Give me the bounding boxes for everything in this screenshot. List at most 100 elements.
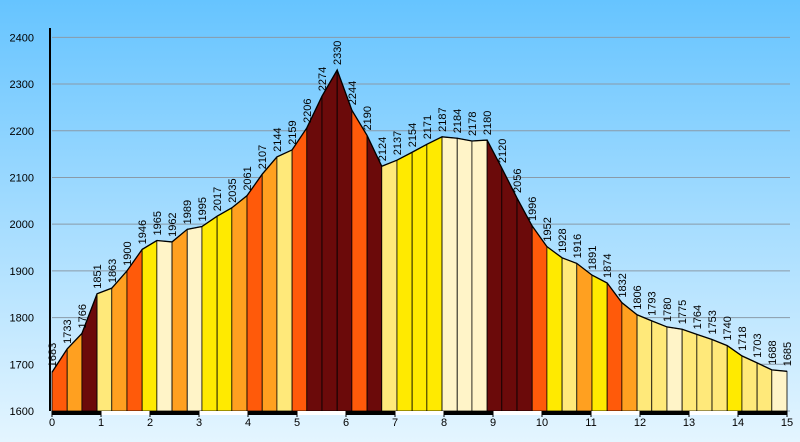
elevation-label: 1995 bbox=[197, 197, 209, 221]
elevation-label: 1989 bbox=[182, 200, 194, 224]
segment bbox=[141, 239, 158, 412]
segment bbox=[411, 143, 428, 412]
segment bbox=[456, 137, 473, 412]
x-tick-label: 13 bbox=[683, 417, 695, 429]
y-tick-label: 1800 bbox=[10, 313, 34, 325]
elevation-label: 2330 bbox=[332, 41, 344, 65]
segment bbox=[186, 226, 203, 412]
profile-line bbox=[51, 68, 788, 373]
segment bbox=[276, 149, 293, 412]
elevation-label: 2274 bbox=[317, 67, 329, 91]
x-tick-label: 7 bbox=[392, 417, 398, 429]
distance-band bbox=[248, 411, 297, 415]
segment bbox=[381, 159, 398, 412]
segment bbox=[441, 136, 458, 412]
elevation-label: 1891 bbox=[587, 246, 599, 270]
elevation-label: 1793 bbox=[647, 291, 659, 315]
segment bbox=[261, 155, 278, 412]
x-tick-label: 12 bbox=[634, 417, 646, 429]
segment bbox=[246, 172, 263, 412]
segment bbox=[696, 333, 713, 412]
distance-band bbox=[52, 411, 101, 415]
elevation-label: 1851 bbox=[92, 264, 104, 288]
elevation-label: 1780 bbox=[662, 297, 674, 321]
elevation-label: 1733 bbox=[62, 319, 74, 343]
elevation-label: 1703 bbox=[752, 333, 764, 357]
segment bbox=[471, 139, 488, 412]
elevation-label: 2107 bbox=[257, 145, 269, 169]
elevation-label: 2137 bbox=[392, 131, 404, 155]
elevation-label: 1775 bbox=[677, 300, 689, 324]
distance-band bbox=[591, 411, 640, 415]
segment bbox=[711, 338, 728, 412]
distance-band bbox=[199, 411, 248, 415]
distance-band bbox=[689, 411, 738, 415]
y-tick-label: 1900 bbox=[10, 266, 34, 278]
elevation-label: 2144 bbox=[272, 127, 284, 151]
elevation-label: 2206 bbox=[302, 98, 314, 122]
segment bbox=[351, 108, 368, 412]
x-tick-label: 5 bbox=[294, 417, 300, 429]
segment bbox=[546, 245, 563, 412]
distance-band bbox=[297, 411, 346, 415]
elevation-label: 1766 bbox=[77, 304, 89, 328]
elevation-label: 1965 bbox=[152, 211, 164, 235]
elevation-label: 2017 bbox=[212, 187, 224, 211]
elevation-label: 1996 bbox=[527, 197, 539, 221]
x-tick-label: 14 bbox=[732, 417, 744, 429]
x-tick-label: 9 bbox=[490, 417, 496, 429]
segment bbox=[366, 135, 383, 412]
segment bbox=[396, 151, 413, 412]
x-tick-label: 4 bbox=[245, 417, 251, 429]
x-tick-label: 15 bbox=[781, 417, 793, 429]
x-tick-label: 2 bbox=[147, 417, 153, 429]
elevation-label: 1753 bbox=[707, 310, 719, 334]
x-tick-label: 11 bbox=[585, 417, 596, 429]
elevation-label: 1740 bbox=[722, 316, 734, 340]
segment bbox=[756, 362, 773, 412]
elevation-label: 1900 bbox=[122, 241, 134, 265]
distance-band bbox=[640, 411, 689, 415]
segment bbox=[741, 355, 758, 412]
elevation-label: 2035 bbox=[227, 178, 239, 202]
distance-band bbox=[444, 411, 493, 415]
segment bbox=[201, 215, 218, 412]
elevation-label: 2154 bbox=[407, 123, 419, 147]
elevation-label: 2187 bbox=[437, 107, 449, 131]
distance-band bbox=[493, 411, 542, 415]
x-tick-label: 1 bbox=[98, 417, 104, 429]
distance-band bbox=[150, 411, 199, 415]
segment bbox=[621, 301, 638, 412]
elevation-label: 1718 bbox=[737, 326, 749, 350]
segment bbox=[531, 224, 548, 412]
segment bbox=[231, 194, 248, 412]
y-tick-label: 2300 bbox=[10, 79, 34, 91]
elevation-label: 2159 bbox=[287, 120, 299, 144]
x-tick-label: 10 bbox=[536, 417, 548, 429]
elevation-label: 2190 bbox=[362, 106, 374, 130]
elevation-label: 1916 bbox=[572, 234, 584, 258]
segment bbox=[126, 248, 143, 412]
segment bbox=[576, 262, 593, 412]
elevation-label: 1806 bbox=[632, 285, 644, 309]
elevation-label: 2171 bbox=[422, 115, 434, 139]
segment bbox=[111, 269, 128, 412]
elevation-label: 1952 bbox=[542, 217, 554, 241]
segment bbox=[216, 207, 233, 412]
elevation-label: 1863 bbox=[107, 259, 119, 283]
elevation-label: 2061 bbox=[242, 166, 254, 190]
segment bbox=[651, 320, 668, 412]
y-tick-label: 2100 bbox=[10, 172, 34, 184]
elevation-label: 1928 bbox=[557, 228, 569, 252]
elevation-label: 1962 bbox=[167, 212, 179, 236]
y-tick-label: 2400 bbox=[10, 32, 34, 44]
y-tick-label: 1700 bbox=[10, 359, 34, 371]
elevation-label: 2180 bbox=[482, 111, 494, 135]
x-tick-label: 6 bbox=[343, 417, 349, 429]
distance-band bbox=[738, 411, 787, 415]
elevation-label: 1688 bbox=[767, 340, 779, 364]
elevation-label: 1946 bbox=[137, 220, 149, 244]
elevation-label: 1683 bbox=[47, 343, 59, 367]
segment bbox=[426, 136, 443, 412]
